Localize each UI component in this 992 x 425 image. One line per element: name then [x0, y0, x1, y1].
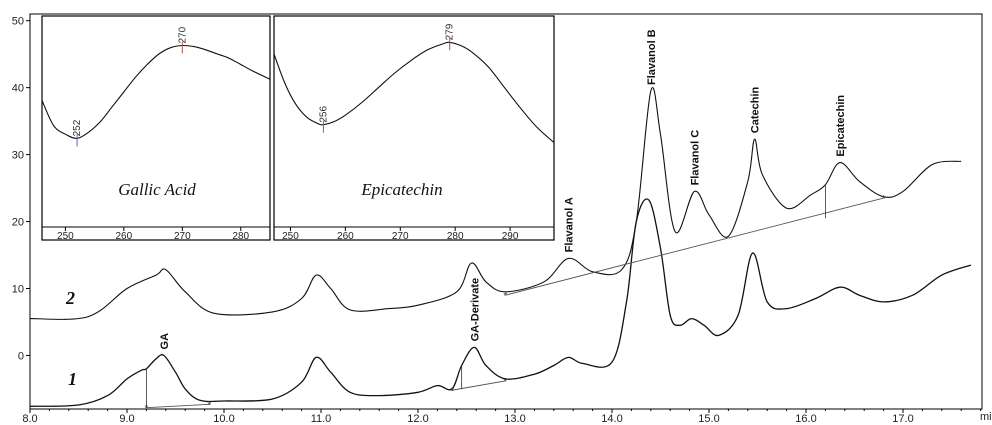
- x-tick-label: 11.0: [311, 413, 332, 425]
- trace-label-2: 2: [65, 288, 75, 308]
- integration-marker: *: [503, 377, 507, 388]
- integration-marker: *: [450, 386, 454, 397]
- peak-label: Flavanol C: [689, 130, 701, 186]
- y-axis-ticks: 0 10 20 30 40 50: [12, 16, 30, 362]
- inset-tick-label: 280: [447, 231, 464, 242]
- peak-label: Flavanol B: [646, 29, 658, 85]
- trace-label-1: 1: [68, 369, 77, 389]
- inset-tick-label: 250: [57, 231, 74, 242]
- x-axis-unit-label: min: [980, 411, 992, 423]
- inset-marker-label: 252: [72, 119, 83, 136]
- x-tick-label: 14.0: [601, 413, 622, 425]
- trace-labels: 12: [65, 288, 77, 389]
- integration-baseline: [505, 197, 884, 296]
- integration-marker: *: [503, 291, 507, 302]
- y-tick-label: 40: [12, 83, 24, 95]
- peak-label: Flavanol A: [563, 197, 575, 252]
- inset-gallic-acid-frame: [41, 15, 271, 241]
- inset-tick-label: 260: [116, 231, 133, 242]
- inset-epicatechin-frame: [273, 15, 555, 241]
- inset-gallic-acid-ticks: 250 260 270 280: [57, 227, 250, 242]
- series-layer: * * * * * *: [29, 87, 972, 415]
- x-tick-label: 15.0: [698, 413, 719, 425]
- inset-marker-label: 270: [177, 26, 188, 43]
- integration-marker: *: [882, 194, 886, 205]
- inset-curve: [41, 44, 271, 139]
- peak-label: Catechin: [750, 86, 762, 133]
- inset-tick-label: 260: [337, 231, 354, 242]
- inset-tick-label: 280: [232, 231, 249, 242]
- integration-baseline: [451, 380, 506, 391]
- inset-epicatechin-title: Epicatechin: [360, 180, 442, 199]
- x-axis-ticks: 8.0 9.0 10.0 11.0 12.0 13.0 14.0 15.0 16.0 17.0: [22, 409, 982, 425]
- peak-label: Epicatechin: [835, 95, 847, 157]
- series-line-1: [29, 198, 972, 407]
- y-tick-label: 0: [18, 350, 24, 362]
- inset-gallic-acid-markers: 252 270: [72, 26, 188, 147]
- integration-baseline: [146, 403, 210, 409]
- inset-tick-label: 290: [502, 231, 519, 242]
- inset-gallic-acid: 250 260 270 280 252 270 Gallic Acid: [41, 15, 271, 242]
- inset-tick-label: 270: [174, 231, 191, 242]
- peak-label: GA-Derivate: [469, 278, 481, 342]
- series-line-2: [29, 87, 962, 320]
- inset-epicatechin-ticks: 250 260 270 280 290: [282, 227, 519, 242]
- y-tick-label: 30: [12, 150, 24, 162]
- inset-tick-label: 270: [392, 231, 409, 242]
- x-tick-label: 17.0: [892, 413, 913, 425]
- peak-label: GA: [159, 333, 171, 350]
- y-tick-label: 50: [12, 16, 24, 28]
- inset-marker-label: 279: [445, 23, 456, 40]
- x-tick-label: 8.0: [22, 413, 37, 425]
- peak-labels: GA GA-Derivate Flavanol A Flavanol B Flavano…: [159, 29, 847, 349]
- inset-gallic-acid-curve: [41, 44, 271, 139]
- inset-gallic-acid-title: Gallic Acid: [118, 180, 196, 199]
- inset-epicatechin-curve: [273, 41, 555, 144]
- integration-marker: *: [207, 400, 211, 411]
- y-tick-label: 20: [12, 217, 24, 229]
- inset-curve: [273, 41, 555, 144]
- inset-epicatechin-markers: 256 279: [318, 23, 456, 133]
- x-tick-label: 10.0: [213, 413, 234, 425]
- inset-marker-label: 256: [318, 106, 329, 123]
- x-tick-label: 9.0: [119, 413, 134, 425]
- y-tick-label: 10: [12, 283, 24, 295]
- inset-tick-label: 250: [282, 231, 299, 242]
- integration-marker: *: [144, 404, 148, 415]
- inset-epicatechin: 250 260 270 280 290 256 279 Epicatechin: [273, 15, 555, 242]
- x-tick-label: 13.0: [504, 413, 525, 425]
- x-tick-label: 16.0: [795, 413, 816, 425]
- x-tick-label: 12.0: [407, 413, 428, 425]
